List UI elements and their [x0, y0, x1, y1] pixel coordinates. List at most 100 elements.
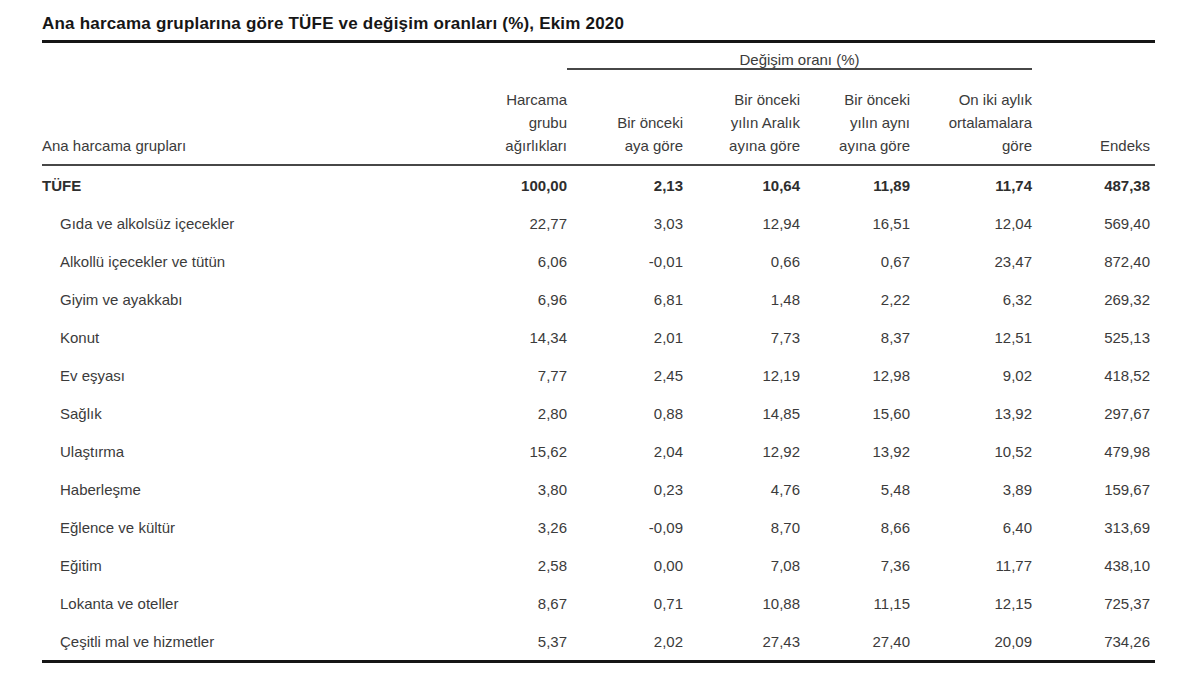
cell-yearly-change: 11,89 — [800, 165, 910, 204]
cell-monthly-change: 2,04 — [567, 432, 683, 470]
cell-since-december-change: 8,70 — [683, 508, 800, 546]
cell-yearly-change: 7,36 — [800, 546, 910, 584]
cell-twelve-month-avg-change: 6,40 — [910, 508, 1032, 546]
cell-twelve-month-avg-change: 10,52 — [910, 432, 1032, 470]
cell-monthly-change: 2,13 — [567, 165, 683, 204]
row-label: Konut — [42, 318, 442, 356]
cell-weight: 2,58 — [442, 546, 567, 584]
cell-twelve-month-avg-change: 11,74 — [910, 165, 1032, 204]
cell-since-december-change: 27,43 — [683, 622, 800, 662]
row-label: Haberleşme — [42, 470, 442, 508]
cell-index: 487,38 — [1032, 165, 1155, 204]
cell-index: 313,69 — [1032, 508, 1155, 546]
cell-yearly-change: 27,40 — [800, 622, 910, 662]
cell-index: 734,26 — [1032, 622, 1155, 662]
cell-yearly-change: 15,60 — [800, 394, 910, 432]
col-header-yilin-ayni-ayina-gore: Bir önceki yılın aynı ayına göre — [800, 69, 910, 165]
group-header-row: Değişim oranı (%) — [42, 51, 1155, 69]
cell-index: 159,67 — [1032, 470, 1155, 508]
cell-weight: 2,80 — [442, 394, 567, 432]
table-row: Gıda ve alkolsüz içecekler 22,77 3,03 12… — [42, 204, 1155, 242]
cell-monthly-change: 0,23 — [567, 470, 683, 508]
cell-weight: 6,96 — [442, 280, 567, 318]
table-row: Ulaştırma 15,62 2,04 12,92 13,92 10,52 4… — [42, 432, 1155, 470]
cell-yearly-change: 12,98 — [800, 356, 910, 394]
cell-since-december-change: 10,88 — [683, 584, 800, 622]
cell-since-december-change: 14,85 — [683, 394, 800, 432]
cell-weight: 8,67 — [442, 584, 567, 622]
row-label: Lokanta ve oteller — [42, 584, 442, 622]
cell-yearly-change: 0,67 — [800, 242, 910, 280]
cell-twelve-month-avg-change: 20,09 — [910, 622, 1032, 662]
cell-monthly-change: -0,01 — [567, 242, 683, 280]
cell-since-december-change: 10,64 — [683, 165, 800, 204]
table-row: Lokanta ve oteller 8,67 0,71 10,88 11,15… — [42, 584, 1155, 622]
cell-index: 525,13 — [1032, 318, 1155, 356]
cell-weight: 14,34 — [442, 318, 567, 356]
table-row: Sağlık 2,80 0,88 14,85 15,60 13,92 297,6… — [42, 394, 1155, 432]
cell-yearly-change: 5,48 — [800, 470, 910, 508]
group-header-degisim-orani: Değişim oranı (%) — [567, 51, 1032, 69]
cell-twelve-month-avg-change: 6,32 — [910, 280, 1032, 318]
cell-yearly-change: 8,37 — [800, 318, 910, 356]
cell-monthly-change: -0,09 — [567, 508, 683, 546]
cell-yearly-change: 2,22 — [800, 280, 910, 318]
cell-index: 569,40 — [1032, 204, 1155, 242]
cell-monthly-change: 2,45 — [567, 356, 683, 394]
column-header-row: Ana harcama grupları Harcama grubu ağırl… — [42, 69, 1155, 165]
cell-since-december-change: 1,48 — [683, 280, 800, 318]
table-row: Giyim ve ayakkabı 6,96 6,81 1,48 2,22 6,… — [42, 280, 1155, 318]
row-label: Ulaştırma — [42, 432, 442, 470]
table-row: Alkollü içecekler ve tütün 6,06 -0,01 0,… — [42, 242, 1155, 280]
cell-monthly-change: 0,71 — [567, 584, 683, 622]
cell-monthly-change: 2,02 — [567, 622, 683, 662]
cell-weight: 7,77 — [442, 356, 567, 394]
cell-yearly-change: 8,66 — [800, 508, 910, 546]
table-row: Haberleşme 3,80 0,23 4,76 5,48 3,89 159,… — [42, 470, 1155, 508]
row-label: TÜFE — [42, 165, 442, 204]
cell-index: 479,98 — [1032, 432, 1155, 470]
row-label: Eğlence ve kültür — [42, 508, 442, 546]
cell-twelve-month-avg-change: 23,47 — [910, 242, 1032, 280]
table-body: TÜFE 100,00 2,13 10,64 11,89 11,74 487,3… — [42, 165, 1155, 662]
cell-since-december-change: 4,76 — [683, 470, 800, 508]
cell-monthly-change: 6,81 — [567, 280, 683, 318]
col-header-harcama-grubu-agirliklari: Harcama grubu ağırlıkları — [442, 69, 567, 165]
cell-yearly-change: 11,15 — [800, 584, 910, 622]
cell-monthly-change: 0,88 — [567, 394, 683, 432]
cell-since-december-change: 0,66 — [683, 242, 800, 280]
cell-index: 297,67 — [1032, 394, 1155, 432]
cell-index: 269,32 — [1032, 280, 1155, 318]
col-header-bir-onceki-aya-gore: Bir önceki aya göre — [567, 69, 683, 165]
cell-since-december-change: 7,08 — [683, 546, 800, 584]
table-row: Eğlence ve kültür 3,26 -0,09 8,70 8,66 6… — [42, 508, 1155, 546]
cell-weight: 15,62 — [442, 432, 567, 470]
col-header-on-iki-aylik-ortalamalara-gore: On iki aylık ortalamalara göre — [910, 69, 1032, 165]
cell-twelve-month-avg-change: 12,04 — [910, 204, 1032, 242]
cell-index: 438,10 — [1032, 546, 1155, 584]
col-header-yilin-aralik-ayina-gore: Bir önceki yılın Aralık ayına göre — [683, 69, 800, 165]
col-header-endeks: Endeks — [1032, 69, 1155, 165]
cell-since-december-change: 7,73 — [683, 318, 800, 356]
cell-twelve-month-avg-change: 9,02 — [910, 356, 1032, 394]
table-row: Eğitim 2,58 0,00 7,08 7,36 11,77 438,10 — [42, 546, 1155, 584]
group-header-spacer-left — [42, 51, 567, 69]
row-label: Giyim ve ayakkabı — [42, 280, 442, 318]
cell-monthly-change: 0,00 — [567, 546, 683, 584]
table-row: Konut 14,34 2,01 7,73 8,37 12,51 525,13 — [42, 318, 1155, 356]
row-label: Sağlık — [42, 394, 442, 432]
cell-twelve-month-avg-change: 12,15 — [910, 584, 1032, 622]
cell-weight: 100,00 — [442, 165, 567, 204]
cell-index: 418,52 — [1032, 356, 1155, 394]
cell-weight: 3,26 — [442, 508, 567, 546]
cell-yearly-change: 13,92 — [800, 432, 910, 470]
cell-monthly-change: 3,03 — [567, 204, 683, 242]
table-row: Ev eşyası 7,77 2,45 12,19 12,98 9,02 418… — [42, 356, 1155, 394]
cell-twelve-month-avg-change: 12,51 — [910, 318, 1032, 356]
page-title: Ana harcama gruplarına göre TÜFE ve deği… — [42, 12, 1155, 43]
row-label: Ev eşyası — [42, 356, 442, 394]
tufe-table: Değişim oranı (%) Ana harcama grupları H… — [42, 51, 1155, 663]
cell-weight: 5,37 — [442, 622, 567, 662]
cell-weight: 6,06 — [442, 242, 567, 280]
table-row-tufe: TÜFE 100,00 2,13 10,64 11,89 11,74 487,3… — [42, 165, 1155, 204]
